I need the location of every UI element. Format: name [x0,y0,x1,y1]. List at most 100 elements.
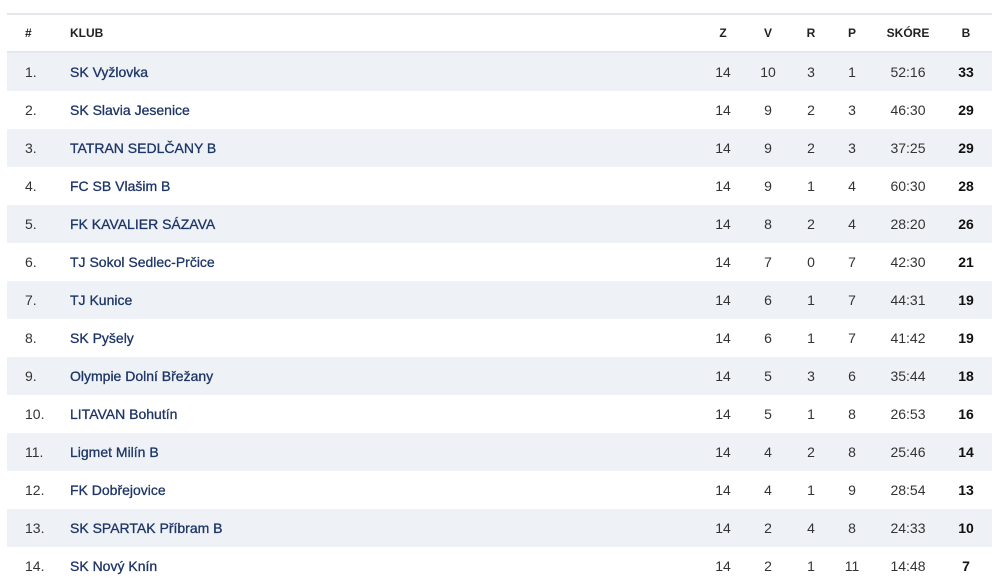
score-cell: 26:53 [890,406,926,422]
losses-cell: 8 [848,520,856,536]
club-link[interactable]: SK Vyžlovka [70,64,149,80]
played-cell: 14 [715,216,731,232]
position-cell: 13. [25,520,45,536]
wins-cell: 4 [764,444,772,460]
played-cell: 14 [715,102,731,118]
played-cell: 14 [715,292,731,308]
club-link[interactable]: TATRAN SEDLČANY B [70,140,217,156]
club-link[interactable]: TJ Sokol Sedlec-Prčice [70,254,215,270]
draws-cell: 3 [807,64,815,80]
table-row: 10. LITAVAN Bohutín 14 5 1 8 26:53 16 [7,395,992,433]
club-link[interactable]: SK SPARTAK Příbram B [70,520,223,536]
losses-cell: 9 [848,482,856,498]
wins-cell: 4 [764,482,772,498]
score-cell: 35:44 [890,368,926,384]
table-header: # KLUB Z V R P SKÓRE B [7,15,992,53]
score-cell: 28:20 [890,216,926,232]
wins-cell: 9 [764,102,772,118]
wins-cell: 10 [760,64,776,80]
score-cell: 44:31 [890,292,926,308]
club-link[interactable]: LITAVAN Bohutín [70,406,178,422]
table-row: 3. TATRAN SEDLČANY B 14 9 2 3 37:25 29 [7,129,992,167]
header-club[interactable]: KLUB [70,26,104,40]
score-cell: 60:30 [890,178,926,194]
table-row: 14. SK Nový Knín 14 2 1 11 14:48 7 [7,547,992,585]
draws-cell: 2 [807,216,815,232]
position-cell: 11. [25,444,44,460]
wins-cell: 8 [764,216,772,232]
position-cell: 14. [25,558,45,574]
losses-cell: 4 [848,178,856,194]
played-cell: 14 [715,64,731,80]
draws-cell: 1 [807,292,815,308]
points-cell: 7 [962,558,970,574]
losses-cell: 6 [848,368,856,384]
draws-cell: 3 [807,368,815,384]
position-cell: 6. [25,254,37,270]
position-cell: 5. [25,216,37,232]
header-draws[interactable]: R [806,26,816,40]
played-cell: 14 [715,330,731,346]
club-link[interactable]: FC SB Vlašim B [70,178,171,194]
club-link[interactable]: TJ Kunice [70,292,133,308]
position-cell: 1. [25,64,37,80]
position-cell: 12. [25,482,45,498]
losses-cell: 7 [848,330,856,346]
played-cell: 14 [715,178,731,194]
score-cell: 14:48 [890,558,926,574]
played-cell: 14 [715,520,731,536]
draws-cell: 0 [807,254,815,270]
club-link[interactable]: Ligmet Milín B [70,444,159,460]
points-cell: 21 [958,254,974,270]
table-row: 4. FC SB Vlašim B 14 9 1 4 60:30 28 [7,167,992,205]
points-cell: 14 [958,444,974,460]
wins-cell: 5 [764,368,772,384]
table-row: 6. TJ Sokol Sedlec-Prčice 14 7 0 7 42:30 21 [7,243,992,281]
wins-cell: 6 [764,330,772,346]
header-score[interactable]: SKÓRE [886,26,930,40]
losses-cell: 7 [848,292,856,308]
points-cell: 19 [958,292,974,308]
table-row: 12. FK Dobřejovice 14 4 1 9 28:54 13 [7,471,992,509]
points-cell: 10 [958,520,974,536]
losses-cell: 8 [848,406,856,422]
position-cell: 4. [25,178,37,194]
header-wins[interactable]: V [763,26,772,40]
header-played[interactable]: Z [719,26,727,40]
wins-cell: 7 [764,254,772,270]
draws-cell: 4 [807,520,815,536]
club-link[interactable]: Olympie Dolní Břežany [70,368,214,384]
losses-cell: 4 [848,216,856,232]
draws-cell: 1 [807,330,815,346]
club-link[interactable]: SK Nový Knín [70,558,158,574]
points-cell: 29 [958,102,974,118]
position-cell: 9. [25,368,37,384]
position-cell: 2. [25,102,37,118]
points-cell: 18 [958,368,974,384]
header-losses[interactable]: P [847,26,856,40]
points-cell: 19 [958,330,974,346]
losses-cell: 1 [848,64,856,80]
header-points[interactable]: B [961,26,971,40]
position-cell: 8. [25,330,37,346]
table-row: 2. SK Slavia Jesenice 14 9 2 3 46:30 29 [7,91,992,129]
header-position[interactable]: # [25,26,32,40]
table-row: 1. SK Vyžlovka 14 10 3 1 52:16 33 [7,53,992,91]
club-link[interactable]: SK Slavia Jesenice [70,102,190,118]
points-cell: 29 [958,140,974,156]
losses-cell: 3 [848,140,856,156]
points-cell: 13 [958,482,974,498]
club-link[interactable]: FK KAVALIER SÁZAVA [70,216,216,232]
losses-cell: 8 [848,444,856,460]
score-cell: 25:46 [890,444,926,460]
standings-table: # KLUB Z V R P SKÓRE B 1. SK Vyžlovka 14 10… [7,13,992,585]
club-link[interactable]: SK Pyšely [70,330,134,346]
draws-cell: 2 [807,102,815,118]
losses-cell: 7 [848,254,856,270]
points-cell: 33 [958,64,974,80]
score-cell: 24:33 [890,520,926,536]
played-cell: 14 [715,482,731,498]
table-row: 8. SK Pyšely 14 6 1 7 41:42 19 [7,319,992,357]
club-link[interactable]: FK Dobřejovice [70,482,166,498]
score-cell: 28:54 [890,482,926,498]
